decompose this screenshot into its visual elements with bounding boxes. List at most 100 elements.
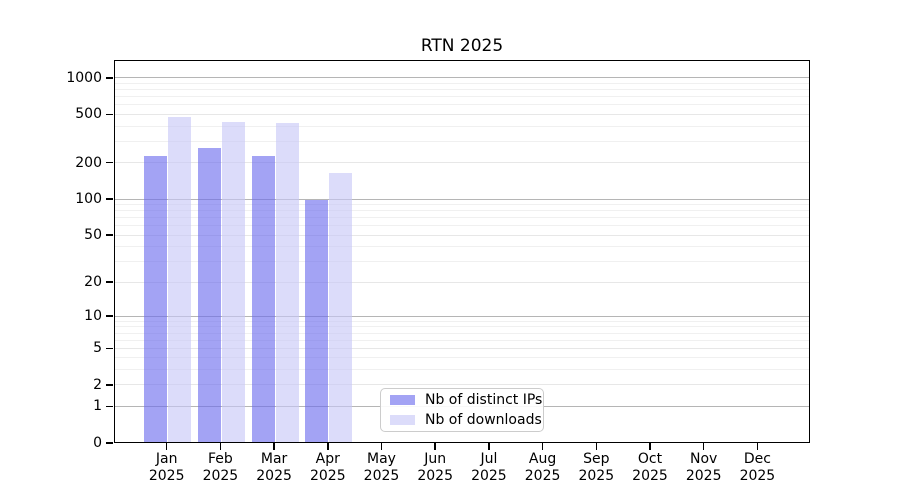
gridline-400 [115,125,809,127]
x-tick-mark-jun [434,443,436,450]
gridline-90 [115,204,809,206]
x-tick-month: Feb [207,451,233,467]
y-tick-label-50: 50 [84,227,102,244]
gridline-80 [115,210,809,212]
gridline-6 [115,339,809,341]
y-tick-label-20: 20 [84,274,102,291]
x-tick-mark-nov [702,443,705,450]
x-tick-mark-sep [595,443,598,450]
gridline-9 [115,320,809,322]
y-tick-mark-20 [106,281,113,283]
y-tick-mark-1 [106,405,113,408]
x-tick-label-jul: Jul 2025 [454,451,524,484]
x-tick-month: Nov [690,451,718,467]
bar-downloads-jan [168,117,192,442]
y-tick-mark-50 [106,234,113,236]
gridline-900 [115,82,809,84]
y-tick-mark-1000 [106,77,113,79]
x-tick-label-mar: Mar 2025 [239,451,309,484]
y-tick-mark-200 [106,161,113,164]
x-tick-mark-apr [327,443,329,450]
bar-ips-mar [251,155,275,442]
chart-title: RTN 2025 [420,36,504,56]
x-tick-month: Jun [424,451,447,467]
y-tick-label-500: 500 [75,106,102,123]
x-tick-label-oct: Oct 2025 [615,451,685,484]
gridline-600 [115,104,809,106]
y-tick-label-200: 200 [75,154,102,171]
legend: Nb of distinct IPs Nb of downloads [380,388,544,432]
gridline-60 [115,225,809,227]
x-tick-label-sep: Sep 2025 [561,451,631,484]
x-tick-mark-may [380,443,383,450]
x-tick-mark-jan [165,443,168,450]
x-tick-month: Jan [155,451,178,467]
y-tick-mark-10 [106,315,113,317]
x-tick-month: Oct [637,451,663,467]
x-tick-year: 2025 [309,467,346,484]
x-tick-label-apr: Apr 2025 [293,451,363,484]
x-tick-month: Aug [528,451,557,467]
x-tick-mark-feb [219,443,222,450]
x-tick-month: Jul [480,451,498,467]
x-tick-year: 2025 [685,467,722,484]
y-tick-mark-2 [106,384,113,386]
x-tick-label-jun: Jun 2025 [400,451,470,484]
y-tick-mark-0 [106,442,113,444]
legend-swatch-downloads [390,415,415,425]
bar-ips-apr [305,200,329,442]
x-tick-month: Sep [583,451,610,467]
x-tick-month: May [367,451,396,467]
bar-downloads-apr [329,173,353,442]
gridline-7 [115,332,809,334]
gridline-100 [115,198,809,200]
x-tick-year: 2025 [578,467,615,484]
gridline-70 [115,217,809,219]
gridline-30 [115,260,809,262]
gridline-40 [115,246,809,248]
x-tick-label-aug: Aug 2025 [508,451,578,484]
y-tick-label-10: 10 [84,308,102,325]
x-tick-mark-oct [649,443,651,450]
gridline-500 [115,113,809,115]
y-tick-mark-5 [106,347,113,350]
x-tick-label-jan: Jan 2025 [132,451,202,484]
gridline-800 [115,89,809,91]
x-tick-year: 2025 [363,467,400,484]
gridline-4 [115,357,809,359]
y-tick-label-100: 100 [75,191,102,208]
bar-ips-jan [144,155,168,442]
gridline-10 [115,315,809,317]
x-tick-month: Mar [260,451,288,467]
x-tick-year: 2025 [202,467,239,484]
legend-row-ips: Nb of distinct IPs [390,392,543,408]
y-tick-label-1: 1 [93,398,102,415]
gridline-20 [115,281,809,283]
legend-swatch-ips [390,395,415,405]
y-tick-mark-500 [106,113,113,116]
x-tick-label-may: May 2025 [347,451,417,484]
legend-row-downloads: Nb of downloads [390,412,543,428]
bar-downloads-feb [221,122,245,442]
gridline-700 [115,96,809,98]
x-tick-mark-jul [488,443,490,450]
y-tick-label-5: 5 [93,340,102,357]
y-tick-mark-100 [106,198,113,200]
x-tick-year: 2025 [148,467,185,484]
x-tick-year: 2025 [471,467,507,484]
y-tick-label-2: 2 [93,376,102,393]
x-tick-mark-aug [541,443,544,450]
x-tick-year: 2025 [739,467,776,484]
x-tick-label-dec: Dec 2025 [722,451,792,484]
x-tick-label-feb: Feb 2025 [185,451,255,484]
x-tick-month: Apr [315,451,340,467]
gridline-8 [115,326,809,328]
x-tick-mark-dec [756,443,759,450]
bar-ips-feb [197,148,221,442]
x-tick-year: 2025 [524,467,561,484]
gridline-2 [115,384,809,386]
gridline-5 [115,347,809,349]
bar-downloads-mar [275,123,299,442]
x-tick-year: 2025 [632,467,668,484]
